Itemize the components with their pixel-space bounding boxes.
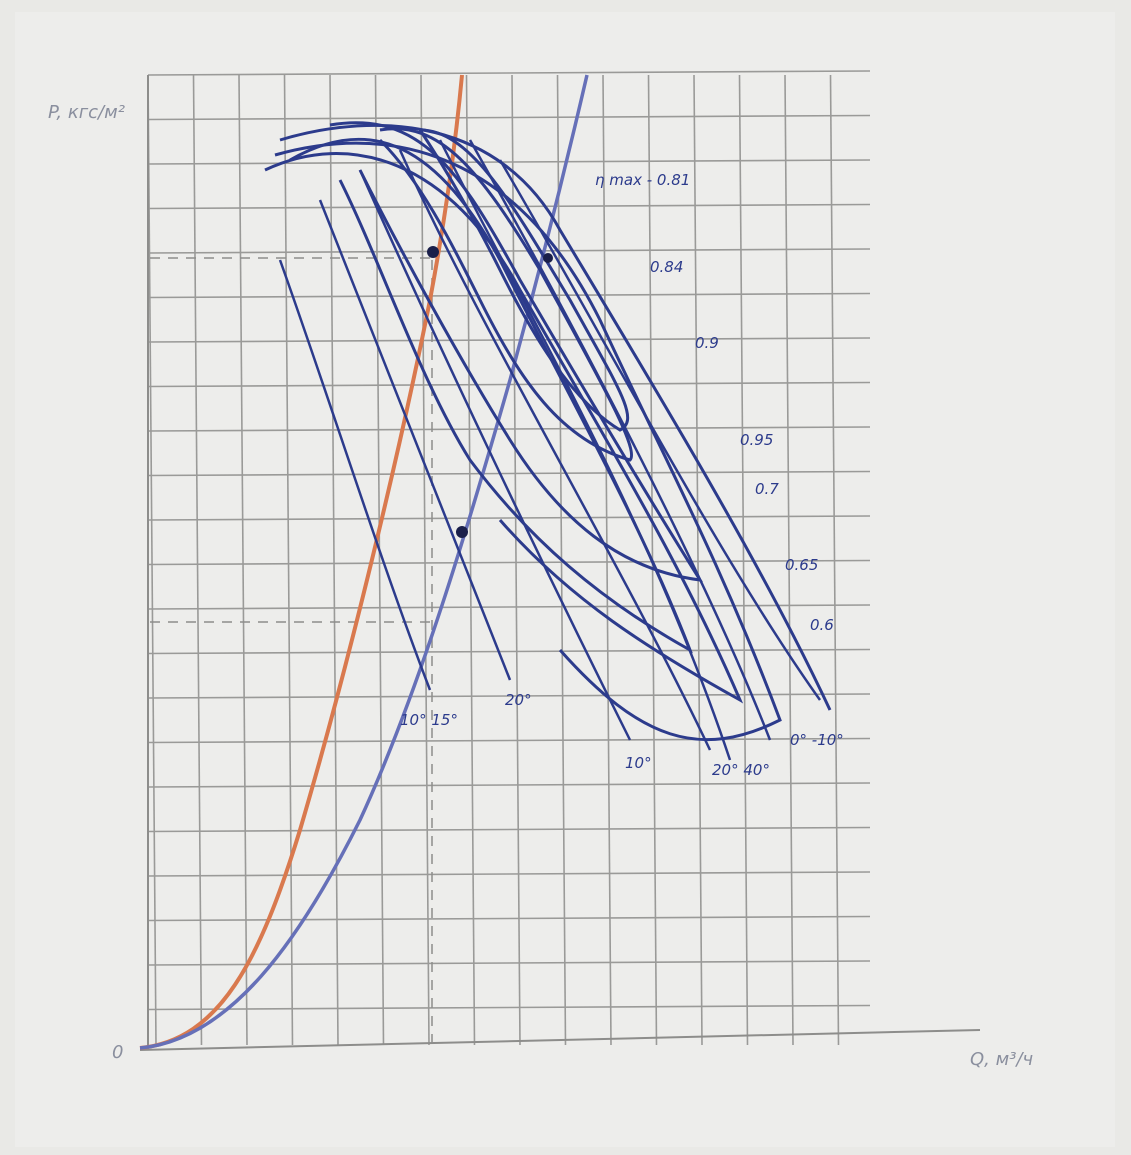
efficiency-label: 0.95 (740, 431, 773, 449)
x-axis-label: Q, м³/ч (970, 1049, 1033, 1070)
angle-label: 10° 15° (400, 711, 458, 729)
angle-label: 20° 40° (712, 761, 770, 779)
angle-label: 20° (505, 691, 532, 709)
angle-label: 10° (625, 754, 652, 772)
y-axis-label: P, кгс/м² (48, 102, 125, 123)
efficiency-label: 0.9 (695, 334, 719, 352)
origin-label: 0 (112, 1042, 123, 1063)
photo: P, кгс/м² Q, м³/ч 0 η max - 0.81 0.84 0.… (0, 0, 1131, 1155)
efficiency-label: 0.6 (810, 616, 834, 634)
efficiency-label: η max - 0.81 (595, 171, 690, 189)
efficiency-label: 0.84 (650, 258, 683, 276)
efficiency-label: 0.65 (785, 556, 818, 574)
efficiency-label: 0.7 (755, 480, 779, 498)
angle-label: 0° -10° (790, 731, 844, 749)
